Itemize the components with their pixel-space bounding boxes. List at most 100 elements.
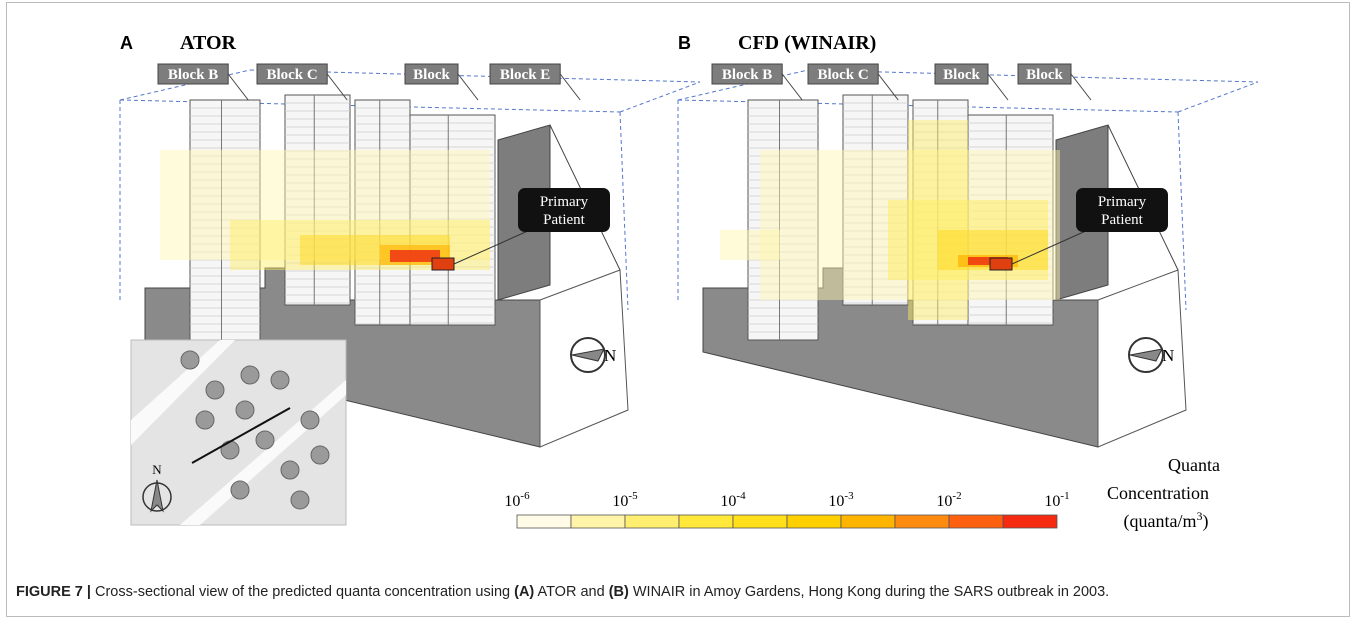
compass-north: N [604, 346, 616, 365]
domain-edge [1177, 81, 1259, 113]
domain-edge [1177, 111, 1187, 311]
compass-north: N [1162, 346, 1174, 365]
block-label-box [807, 63, 879, 85]
colorbar-segment [786, 514, 842, 529]
caption-ref: (A) [514, 584, 535, 600]
concentration-patch [390, 250, 440, 262]
map-building [270, 370, 290, 390]
panel: A ATOR Primary Patient Block B Block C Block Bl… [119, 32, 701, 448]
tower [284, 94, 351, 306]
callout-text: Primary [540, 194, 589, 210]
colorbar-tick-label: 10-6 [504, 490, 530, 510]
map-road [131, 340, 235, 445]
tick-base: 10 [504, 493, 520, 510]
caption-text: Cross-sectional view of the predicted qu… [90, 584, 515, 600]
figure: A ATOR Primary Patient Block B Block C Block Bl… [119, 32, 1259, 532]
block-label: Block [1026, 67, 1063, 83]
domain-edge [119, 99, 621, 113]
colorbar-segment [516, 514, 572, 529]
colorbar-segment [1002, 514, 1058, 529]
caption-ref: (B) [608, 584, 629, 600]
label-leader [781, 73, 803, 101]
callout-leader [453, 229, 531, 265]
colorbar-title: Quanta [1168, 455, 1220, 475]
caption: FIGURE 7 | Cross-sectional view of the p… [16, 583, 1336, 602]
colorbar-segment [732, 514, 788, 529]
label-leader [457, 73, 479, 101]
colorbar-segment [678, 514, 734, 529]
callout-text: Primary [1098, 194, 1147, 210]
label-leader [1070, 73, 1092, 101]
tick-base: 10 [828, 493, 844, 510]
tick-exponent: -5 [628, 490, 638, 502]
label-leader [559, 73, 581, 101]
block-label-box [404, 63, 459, 85]
callout-box [1076, 188, 1168, 232]
map-building [205, 380, 225, 400]
block-label-box [934, 63, 989, 85]
domain-edge [249, 69, 701, 83]
map-building [310, 445, 330, 465]
panel-letter: B [678, 33, 691, 53]
map-needle [150, 479, 164, 513]
map-building [180, 350, 200, 370]
map-building [255, 430, 275, 450]
block-label-box [711, 63, 783, 85]
tick-exponent: -1 [1060, 490, 1069, 502]
callout-box [518, 188, 610, 232]
concentration-patch [720, 230, 780, 260]
colorbar-units: (quanta/m3) [1124, 509, 1209, 532]
block-label: Block B [722, 67, 772, 83]
colorbar-tick-label: 10-4 [720, 490, 746, 510]
block-label: Block C [817, 67, 868, 83]
map-building [230, 480, 250, 500]
domain-edge [677, 99, 1179, 113]
label-leader [987, 73, 1009, 101]
colorbar-segment [624, 514, 680, 529]
map-building [280, 460, 300, 480]
map-north: N [152, 462, 162, 477]
panel-title: ATOR [180, 32, 236, 54]
patient-cell [989, 257, 1013, 271]
caption-text: ATOR and [534, 584, 609, 600]
map-building [290, 490, 310, 510]
colorbar-tick-label: 10-2 [936, 490, 961, 510]
colorbar-segment [840, 514, 896, 529]
colorbar-tick-label: 10-5 [612, 490, 638, 510]
panel: B CFD (WINAIR) Primary Patient Block B Block … [677, 32, 1259, 448]
concentration-patch [968, 257, 1008, 265]
map-building [195, 410, 215, 430]
units-text: ) [1202, 511, 1208, 532]
map-building [240, 365, 260, 385]
colorbar-tick-label: 10-3 [828, 490, 854, 510]
label-leader [877, 73, 899, 101]
block-label: Block B [168, 67, 218, 83]
tick-exponent: -2 [952, 490, 961, 502]
tick-base: 10 [936, 493, 952, 510]
tick-base: 10 [720, 493, 736, 510]
tick-exponent: -4 [736, 490, 746, 502]
colorbar-segment [570, 514, 626, 529]
callout-leader [1011, 229, 1089, 265]
tower [409, 114, 496, 326]
units-text: (quanta/m [1124, 511, 1197, 532]
concentration-patch [908, 120, 968, 320]
map-building [235, 400, 255, 420]
tick-base: 10 [1044, 493, 1060, 510]
figure-frame [6, 2, 1350, 617]
colorbar-segment [894, 514, 950, 529]
tick-base: 10 [612, 493, 628, 510]
block-label: Block [943, 67, 980, 83]
callout-text: Patient [1101, 212, 1143, 228]
block-label-box [157, 63, 229, 85]
domain-edge [119, 69, 251, 101]
panel-letter: A [120, 33, 133, 53]
domain-edge [619, 81, 701, 113]
colorbar-segment [948, 514, 1004, 529]
map-building [220, 440, 240, 460]
block-label: Block [413, 67, 450, 83]
compass-needle [1129, 348, 1163, 362]
block-label-box [489, 63, 561, 85]
domain-edge [619, 111, 629, 311]
tick-exponent: -3 [844, 490, 854, 502]
